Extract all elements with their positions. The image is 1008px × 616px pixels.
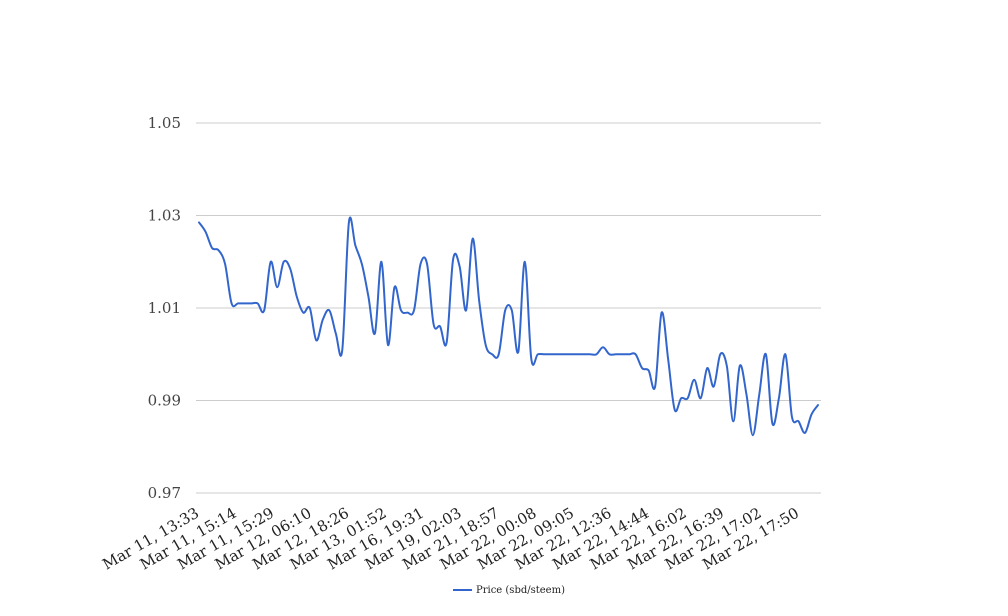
y-tick-label: 0.97 <box>148 484 181 502</box>
y-tick-label: 0.99 <box>148 392 181 410</box>
gridlines <box>196 122 821 494</box>
legend-label: Price (sbd/steem) <box>476 585 565 596</box>
series-lines <box>198 216 819 437</box>
y-tick-label: 1.05 <box>148 114 181 132</box>
y-axis-ticks: 1.05 1.03 1.01 0.99 0.97 <box>148 114 181 502</box>
y-tick-label: 1.01 <box>148 299 181 317</box>
y-tick-label: 1.03 <box>148 207 181 225</box>
series-line <box>198 216 819 437</box>
legend: Price (sbd/steem) <box>453 585 565 596</box>
